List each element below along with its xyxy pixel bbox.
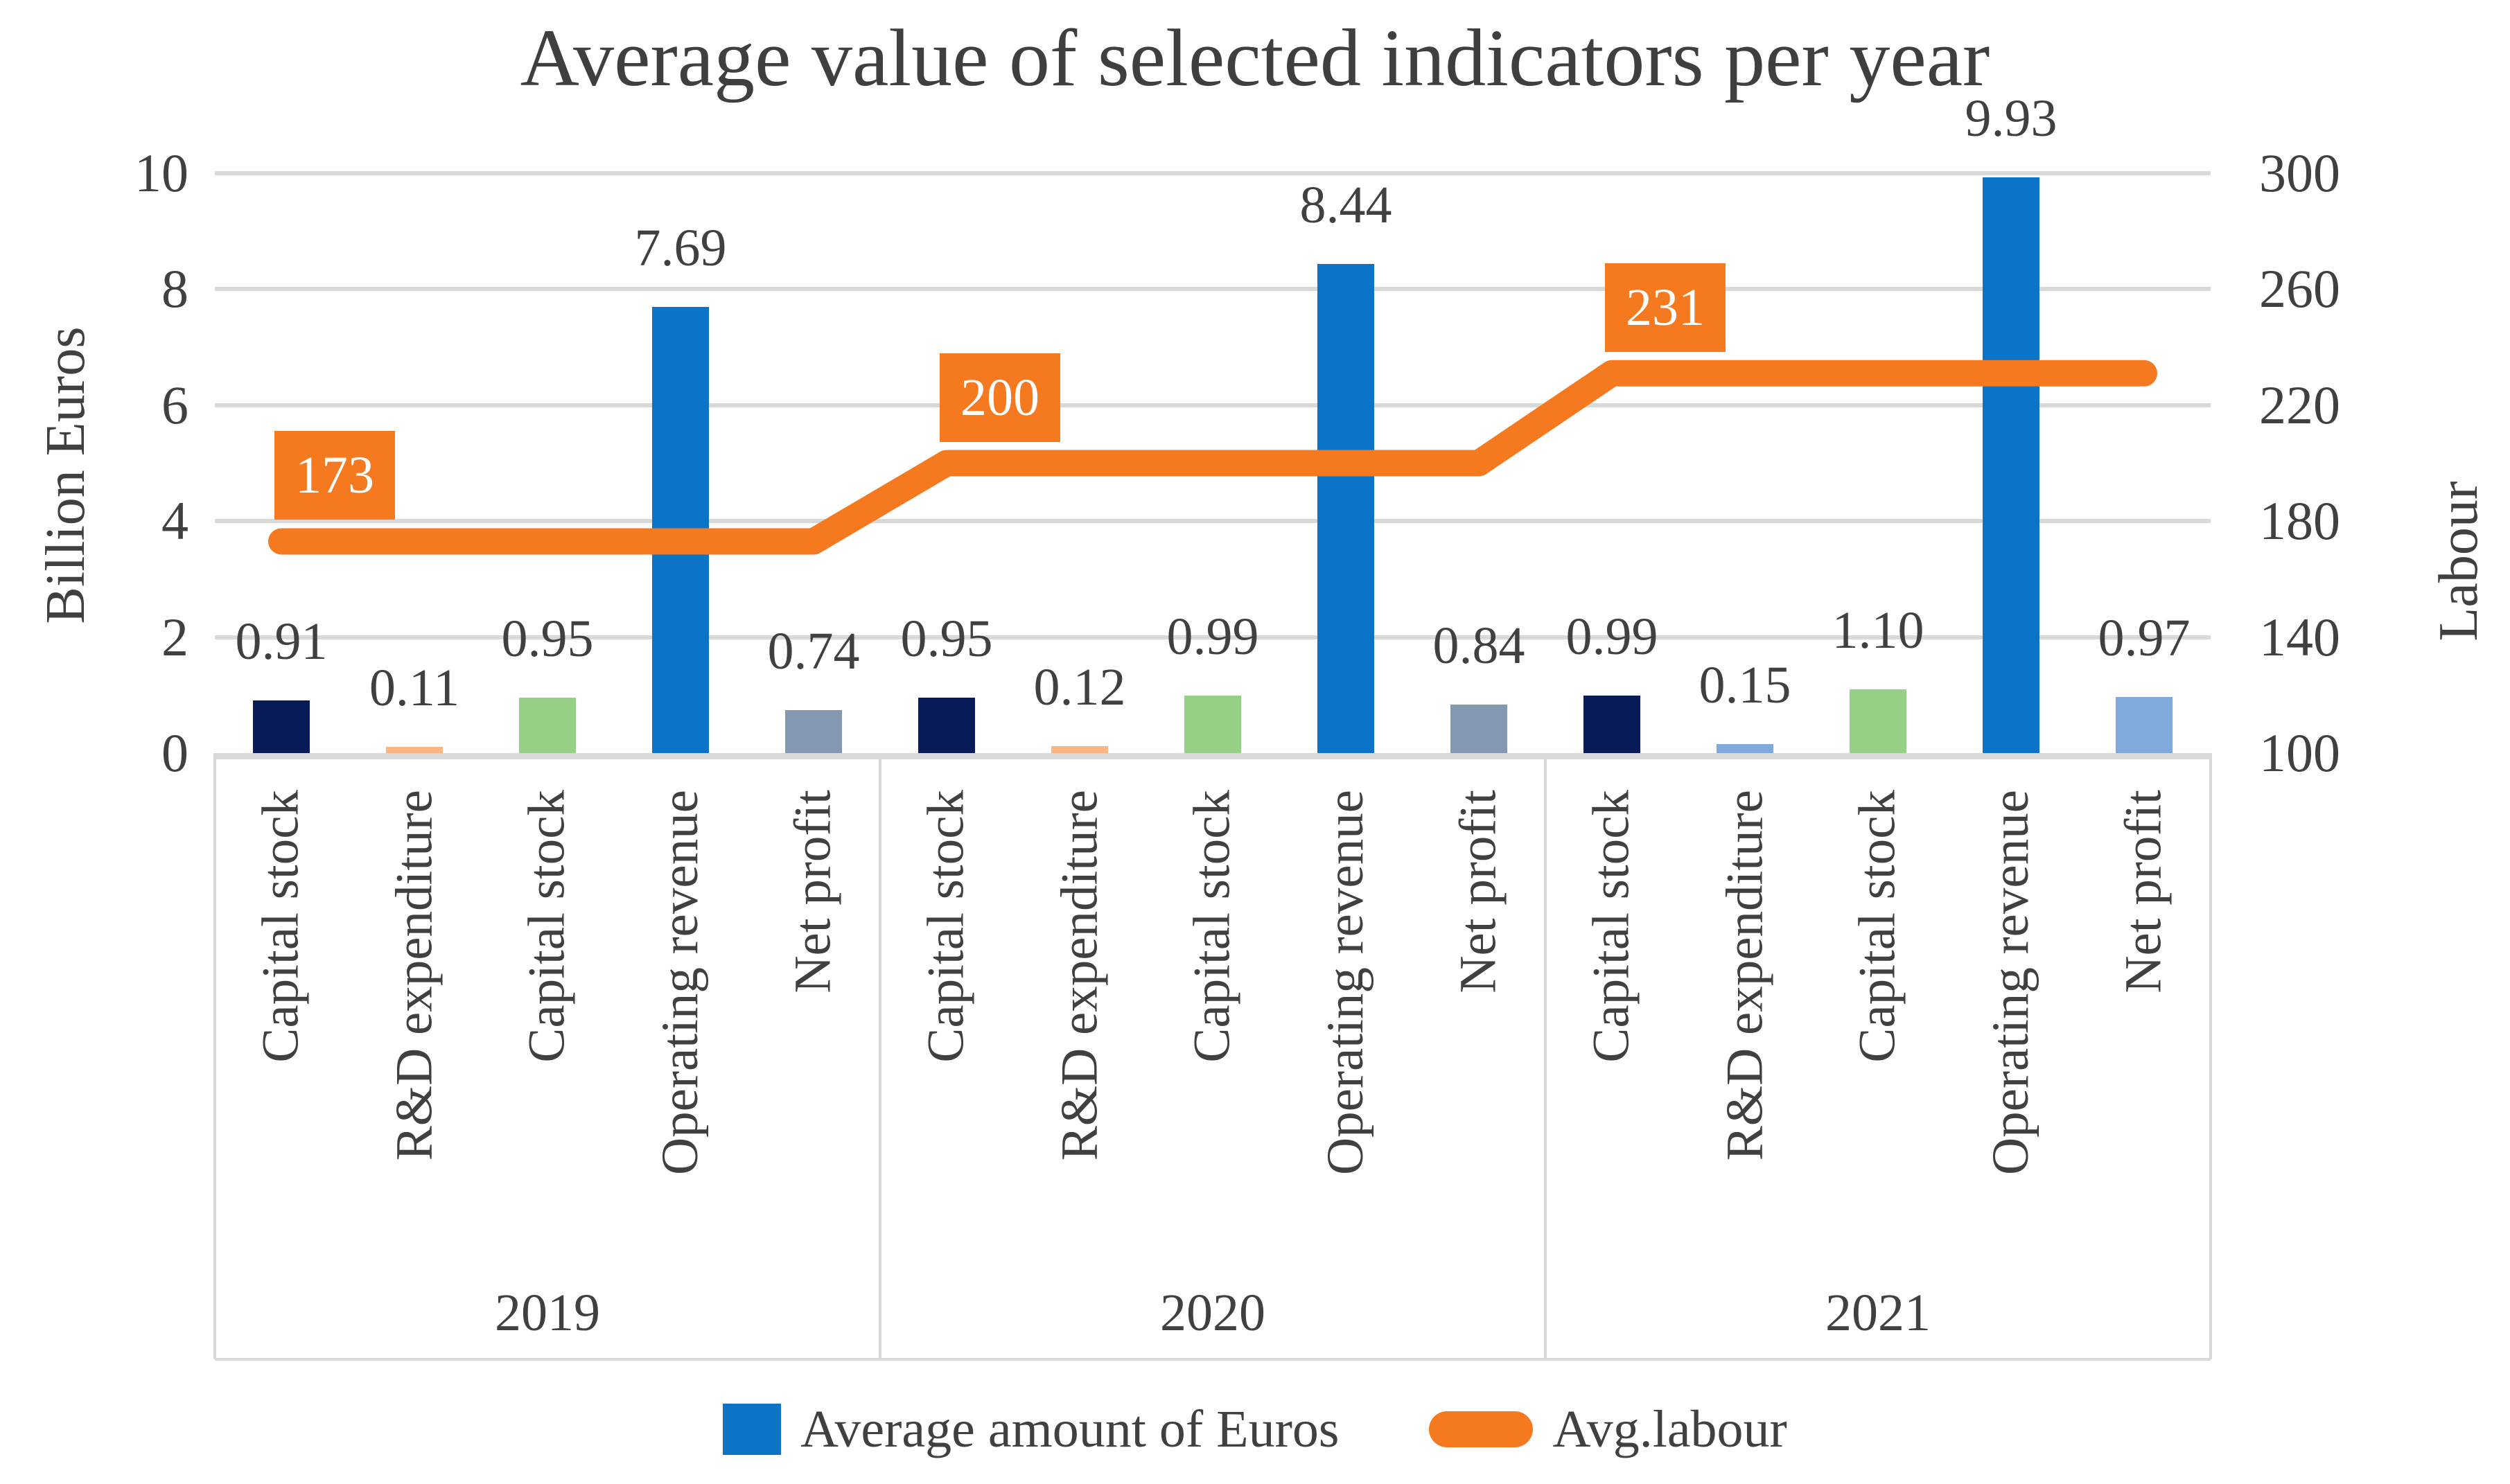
legend: Average amount of Euros Avg.labour xyxy=(0,1398,2510,1460)
gridline xyxy=(215,287,2211,292)
legend-label: Average amount of Euros xyxy=(800,1400,1340,1458)
line-value-badge: 173 xyxy=(274,431,395,520)
bar xyxy=(253,700,310,753)
left-axis-tick: 8 xyxy=(161,258,188,319)
gridline xyxy=(215,519,2211,524)
line-value-badge: 200 xyxy=(940,353,1060,442)
bar-value-label: 0.99 xyxy=(1565,608,1658,666)
left-axis-tick: 4 xyxy=(161,491,188,551)
year-label: 2020 xyxy=(1160,1284,1265,1342)
bar-value-label: 0.91 xyxy=(235,612,328,671)
right-axis-tick: 300 xyxy=(2259,143,2340,203)
bar-value-label: 0.95 xyxy=(900,610,993,669)
gridline xyxy=(215,635,2211,639)
bar-value-label: 0.11 xyxy=(369,658,460,717)
left-axis-tick: 0 xyxy=(161,723,188,783)
bar xyxy=(918,698,975,753)
left-axis-tick: 6 xyxy=(161,374,188,435)
bar xyxy=(519,698,576,753)
bar-value-label: 0.95 xyxy=(501,610,594,669)
bar-value-label: 8.44 xyxy=(1299,175,1392,234)
year-divider-line xyxy=(1544,753,1547,1359)
bar-value-label: 0.84 xyxy=(1432,616,1525,675)
bar xyxy=(1583,696,1640,753)
bar xyxy=(1850,689,1906,753)
bar-value-label: 1.10 xyxy=(1832,601,1924,660)
gridline xyxy=(215,171,2211,175)
legend-bar-swatch xyxy=(723,1404,782,1455)
year-divider-line xyxy=(213,753,216,1359)
legend-item: Average amount of Euros xyxy=(723,1398,1339,1460)
year-label: 2019 xyxy=(495,1284,600,1342)
year-divider-line xyxy=(879,753,881,1359)
bar xyxy=(386,746,443,753)
legend-line-swatch xyxy=(1429,1411,1534,1447)
bar xyxy=(1051,745,1108,753)
left-axis-tick: 10 xyxy=(134,143,188,203)
gridline xyxy=(215,403,2211,407)
chart-title: Average value of selected indicators per… xyxy=(520,12,1990,103)
right-axis-tick: 100 xyxy=(2259,723,2340,783)
legend-item: Avg.labour xyxy=(1429,1398,1787,1460)
right-axis-tick: 180 xyxy=(2259,491,2340,551)
bar-value-label: 0.74 xyxy=(767,622,860,681)
table-bottom-border xyxy=(215,1358,2211,1361)
year-label: 2021 xyxy=(1825,1284,1931,1342)
left-axis-tick: 2 xyxy=(161,606,188,667)
right-axis-tick: 260 xyxy=(2259,258,2340,319)
bar-value-label: 0.97 xyxy=(2098,608,2191,667)
bar xyxy=(1317,263,1374,753)
line-value-badge: 231 xyxy=(1605,263,1726,352)
bar xyxy=(785,710,842,753)
x-axis-baseline xyxy=(215,753,2211,759)
bar xyxy=(1450,704,1507,753)
legend-label: Avg.labour xyxy=(1552,1400,1787,1458)
bar-value-label: 0.12 xyxy=(1033,657,1126,716)
bar xyxy=(1184,696,1241,753)
bar-value-label: 0.99 xyxy=(1166,608,1259,666)
right-axis-tick: 220 xyxy=(2259,374,2340,435)
bar xyxy=(2116,696,2173,753)
right-axis-tick: 140 xyxy=(2259,606,2340,667)
bar xyxy=(1983,177,2039,753)
bar-value-label: 7.69 xyxy=(634,219,727,278)
bar-value-label: 0.15 xyxy=(1699,656,1791,715)
bar xyxy=(1717,744,1773,753)
year-divider-line xyxy=(2209,753,2212,1359)
bar-value-label: 9.93 xyxy=(1965,89,2057,148)
